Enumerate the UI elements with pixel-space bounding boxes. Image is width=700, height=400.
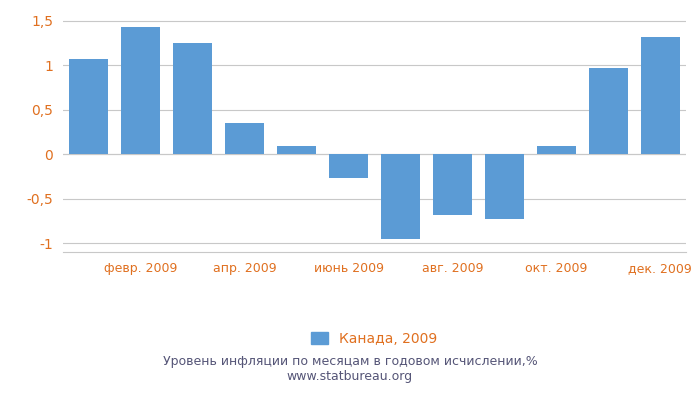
Legend: Канада, 2009: Канада, 2009 xyxy=(306,326,443,351)
Text: www.statbureau.org: www.statbureau.org xyxy=(287,370,413,383)
Bar xyxy=(121,27,160,154)
Bar xyxy=(225,123,264,154)
Bar xyxy=(433,154,472,215)
Bar xyxy=(381,154,420,239)
Bar xyxy=(69,59,108,154)
Bar xyxy=(174,43,212,154)
Text: Уровень инфляции по месяцам в годовом исчислении,%: Уровень инфляции по месяцам в годовом ис… xyxy=(162,356,538,368)
Bar xyxy=(537,146,575,154)
Bar xyxy=(640,37,680,154)
Bar xyxy=(277,146,316,154)
Bar xyxy=(329,154,368,178)
Bar xyxy=(485,154,524,219)
Bar xyxy=(589,68,628,154)
